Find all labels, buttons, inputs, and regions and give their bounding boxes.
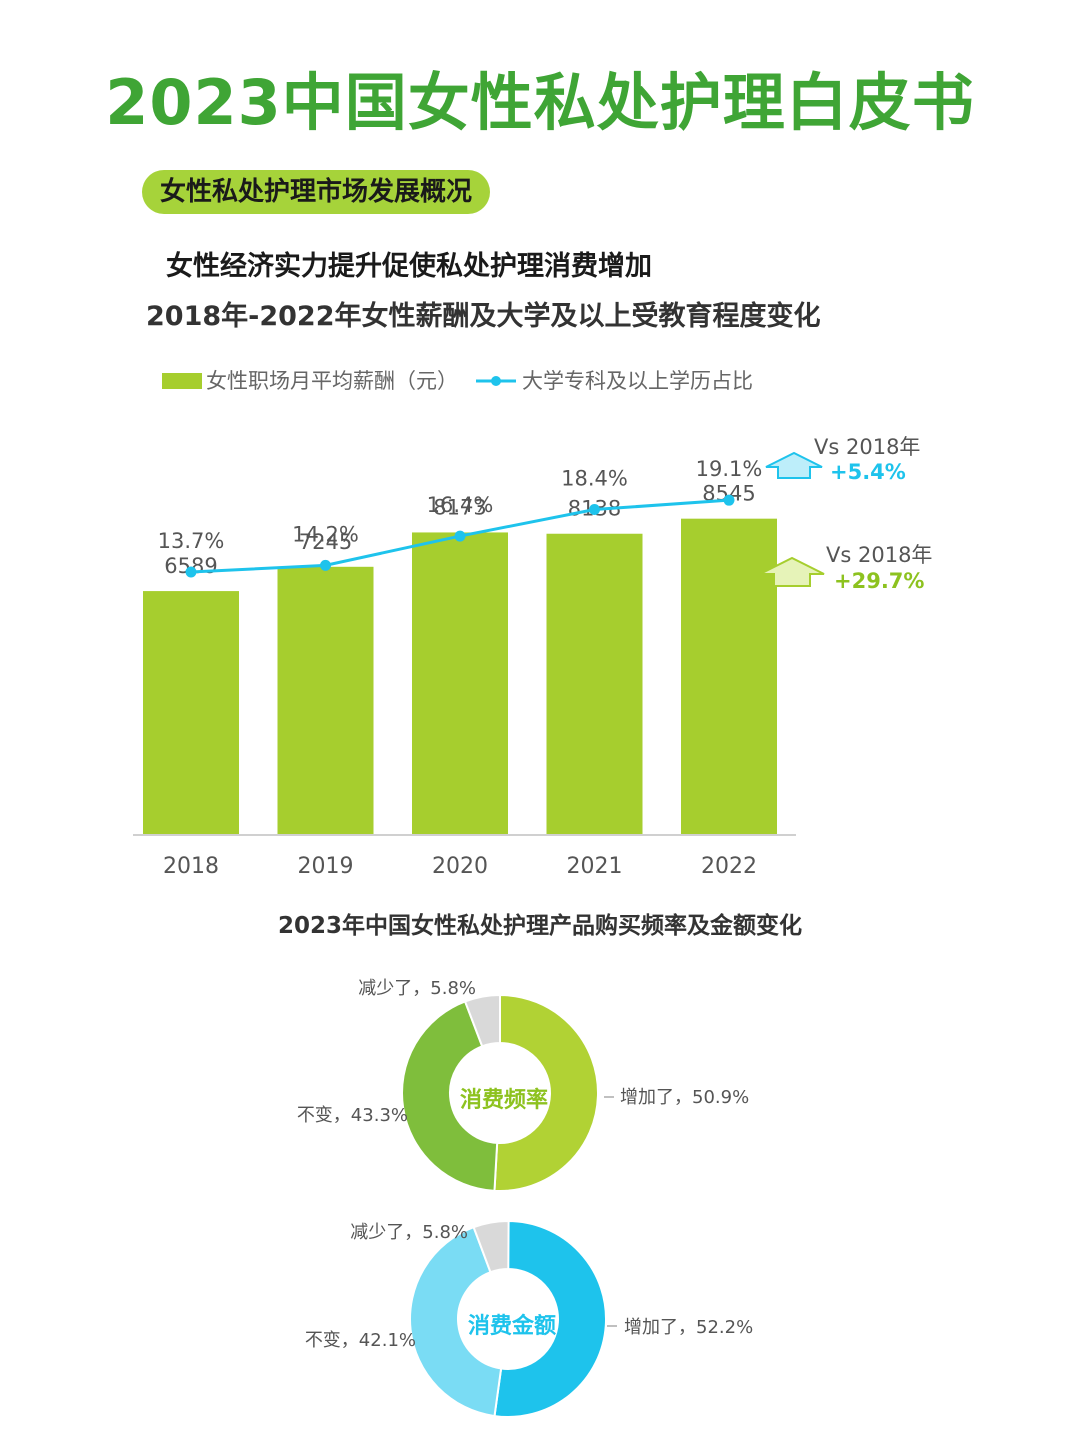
bar-line-chart-title: 2018年-2022年女性薪酬及大学及以上受教育程度变化 bbox=[146, 301, 821, 332]
donut2-slice-2 bbox=[409, 1225, 503, 1418]
donut1-center-label: 消费频率 bbox=[460, 1087, 548, 1113]
legend-line-marker bbox=[491, 376, 501, 386]
line-label-2018: 13.7% bbox=[158, 529, 225, 553]
legend-line-label: 大学专科及以上学历占比 bbox=[522, 369, 753, 393]
bar-2022 bbox=[681, 518, 777, 835]
arrow-up-icon bbox=[765, 451, 823, 479]
section-badge: 女性私处护理市场发展概况 bbox=[142, 170, 491, 214]
x-tick-2022: 2022 bbox=[701, 854, 757, 879]
bar-2020 bbox=[412, 532, 508, 835]
bar-label-2019: 7245 bbox=[299, 530, 352, 554]
bar-2019 bbox=[277, 566, 374, 835]
annotation-vs-salary: Vs 2018年 bbox=[826, 543, 932, 567]
donut1-slice-label-3: 减少了，5.8% bbox=[358, 978, 476, 999]
page-title: 2023中国女性私处护理白皮书 bbox=[105, 66, 975, 139]
donut2-slice-label-2: 不变，42.1% bbox=[305, 1330, 416, 1351]
donut1-slice-2 bbox=[401, 1000, 499, 1192]
line-label-2020: 16.4% bbox=[427, 493, 494, 517]
arrow-up-icon bbox=[759, 556, 825, 587]
x-tick-2019: 2019 bbox=[298, 854, 354, 879]
bar-label-2020: 8173 bbox=[433, 495, 486, 519]
donut2-slice-label-1: 增加了，52.2% bbox=[624, 1317, 753, 1338]
x-tick-2018: 2018 bbox=[163, 854, 219, 879]
line-label-2021: 18.4% bbox=[561, 466, 628, 490]
donut-charts-title: 2023年中国女性私处护理产品购买频率及金额变化 bbox=[277, 913, 802, 939]
annotation-change-education: +5.4% bbox=[830, 460, 906, 484]
legend-bar-label: 女性职场月平均薪酬（元） bbox=[206, 369, 458, 393]
line-label-2022: 19.1% bbox=[696, 457, 763, 481]
donut1-slice-1 bbox=[493, 993, 600, 1192]
donut2-slice-1 bbox=[493, 1219, 607, 1418]
donut2-slice-3 bbox=[472, 1219, 510, 1274]
bar-2021 bbox=[546, 533, 643, 835]
donut1-slice-label-2: 不变，43.3% bbox=[297, 1105, 408, 1126]
donut2-slice-label-3: 减少了，5.8% bbox=[350, 1222, 468, 1243]
line-point-2020 bbox=[454, 530, 466, 542]
section-subtitle: 女性经济实力提升促使私处护理消费增加 bbox=[166, 251, 652, 282]
donut1-slice-3 bbox=[463, 993, 501, 1048]
line-point-2022 bbox=[723, 494, 735, 506]
line-label-2019: 14.2% bbox=[292, 522, 359, 546]
line-point-2021 bbox=[589, 503, 600, 515]
annotation-vs-education: Vs 2018年 bbox=[814, 435, 920, 459]
annotation-change-salary: +29.7% bbox=[834, 569, 924, 593]
bar-2018 bbox=[143, 591, 239, 835]
x-tick-2020: 2020 bbox=[432, 854, 488, 879]
line-point-2018 bbox=[185, 566, 197, 578]
donut1-slice-label-1: 增加了，50.9% bbox=[620, 1087, 749, 1108]
donut2-center-label: 消费金额 bbox=[468, 1313, 556, 1339]
line-point-2019 bbox=[320, 559, 331, 571]
legend-bar-swatch bbox=[162, 373, 202, 389]
x-tick-2021: 2021 bbox=[567, 854, 623, 879]
